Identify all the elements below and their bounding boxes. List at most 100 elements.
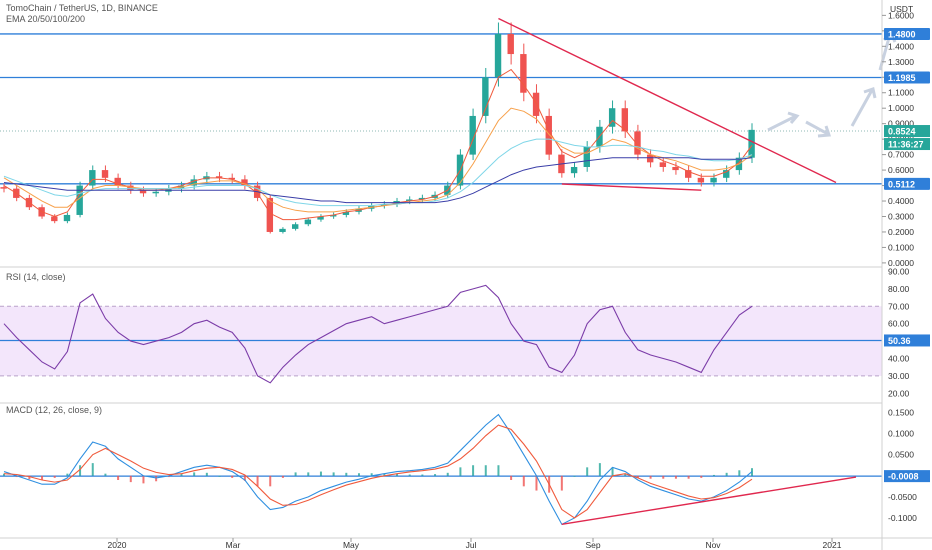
macd-histogram-bar [79, 465, 82, 476]
candle-body [685, 170, 692, 178]
candle-body [152, 191, 159, 194]
macd-histogram-bar [408, 474, 411, 476]
candle-body [0, 187, 7, 189]
time-axis: 2020 Mar May Jul Sep Nov 2021 [108, 538, 842, 550]
last-price-label: 0.8524 [888, 127, 916, 137]
projection-arrow-icon [805, 120, 832, 138]
candle-body [723, 170, 730, 178]
candle-body [418, 197, 426, 200]
candle-body [114, 177, 121, 186]
level-badge-label: 1.4800 [888, 29, 916, 39]
candle-body [342, 211, 350, 215]
macd-level-badge [884, 470, 930, 483]
macd-histogram-bar [738, 470, 741, 476]
countdown-badge [884, 138, 930, 151]
time-tick-label: May [343, 540, 360, 550]
rsi-pane [0, 284, 882, 384]
macd-histogram-bar [434, 474, 437, 476]
macd-histogram-bar [231, 475, 234, 478]
ema-line [3, 157, 753, 204]
macd-histogram-bar [598, 463, 601, 476]
price-tick-label: 0.2000 [888, 227, 914, 237]
candle-body [646, 154, 654, 163]
candle-body [127, 185, 134, 191]
candle-body [76, 185, 83, 215]
macd-histogram-bar [281, 475, 284, 478]
candle-body [51, 216, 58, 222]
macd-histogram-bar [472, 465, 475, 476]
candle-body [279, 228, 286, 232]
macd-histogram-bar [256, 475, 259, 487]
price-tick-label: 1.0000 [888, 103, 914, 113]
macd-histogram-bar [560, 475, 563, 491]
time-tick-label: 2020 [108, 540, 127, 550]
macd-histogram-bar [205, 472, 208, 476]
time-tick-label: Sep [585, 540, 600, 550]
candle-body [659, 162, 667, 167]
time-tick-label: Jul [466, 540, 477, 550]
macd-histogram-bar [662, 475, 665, 479]
macd-histogram-bar [522, 475, 525, 487]
macd-histogram-bar [243, 475, 246, 481]
macd-histogram-bar [269, 475, 272, 487]
indicator-legend: EMA 20/50/100/200 [6, 14, 85, 24]
macd-histogram-bar [117, 475, 120, 480]
candle-body [317, 216, 324, 220]
rsi-tick-label: 30.00 [888, 371, 910, 381]
macd-histogram-bar [459, 467, 462, 476]
candle-body [583, 146, 590, 167]
macd-histogram-bar [307, 472, 310, 476]
candle-body [304, 219, 312, 225]
level-badge-label: 0.5112 [888, 179, 915, 189]
price-tick-label: 0.9000 [888, 119, 914, 129]
macd-histogram-bar [142, 475, 145, 484]
price-tick-label: 1.4000 [888, 41, 914, 51]
macd-histogram-bar [510, 475, 513, 480]
currency-label: USDT [890, 4, 913, 14]
countdown-label: 11:36:27 [888, 140, 924, 150]
price-tick-label: 0.0000 [888, 258, 914, 268]
candle-body [634, 131, 641, 155]
macd-histogram-bar [104, 473, 107, 476]
candle-body [697, 177, 705, 183]
macd-histogram-bar [421, 474, 424, 476]
macd-histogram-bar [155, 475, 158, 482]
candle-body [494, 33, 502, 78]
candle-body [545, 115, 552, 155]
macd-histogram-bar [345, 472, 348, 476]
pane-labels: TomoChain / TetherUS, 1D, BINANCE EMA 20… [6, 3, 913, 415]
macd-histogram-bar [687, 475, 690, 479]
candle-body [507, 33, 514, 55]
macd-histogram-bar [725, 472, 728, 476]
last-price-badge [884, 125, 930, 138]
candle-body [532, 92, 540, 116]
macd-histogram-bar [3, 473, 5, 476]
rsi-level-label: 50.36 [888, 336, 911, 346]
macd-histogram-bar [611, 467, 614, 476]
price-tick-label: 0.7000 [888, 150, 914, 160]
symbol-title: TomoChain / TetherUS, 1D, BINANCE [6, 3, 158, 13]
rsi-tick-label: 70.00 [888, 301, 910, 311]
macd-histogram-bar [573, 475, 576, 477]
macd-tick-label: 0.1000 [888, 429, 914, 439]
level-badge-label: 1.1985 [888, 73, 916, 83]
macd-level-label: -0.0008 [888, 472, 919, 482]
candle-body [228, 177, 236, 180]
macd-histogram-bar [497, 465, 500, 476]
candle-body [215, 176, 223, 178]
macd-histogram-bar [712, 474, 715, 476]
macd-line [3, 413, 753, 526]
rsi-tick-label: 90.00 [888, 266, 910, 276]
candle-body [406, 199, 413, 202]
candle-body [63, 214, 71, 222]
macd-histogram-bar [586, 467, 589, 476]
time-tick-label: Nov [705, 540, 721, 550]
macd-histogram-bar [396, 473, 399, 476]
candle-body [101, 170, 109, 178]
candle-body [482, 77, 489, 116]
price-tick-label: 0.1000 [888, 242, 914, 252]
macd-histogram-bar [370, 473, 373, 476]
ema-line [3, 107, 753, 213]
macd-label: MACD (12, 26, close, 9) [6, 405, 102, 415]
